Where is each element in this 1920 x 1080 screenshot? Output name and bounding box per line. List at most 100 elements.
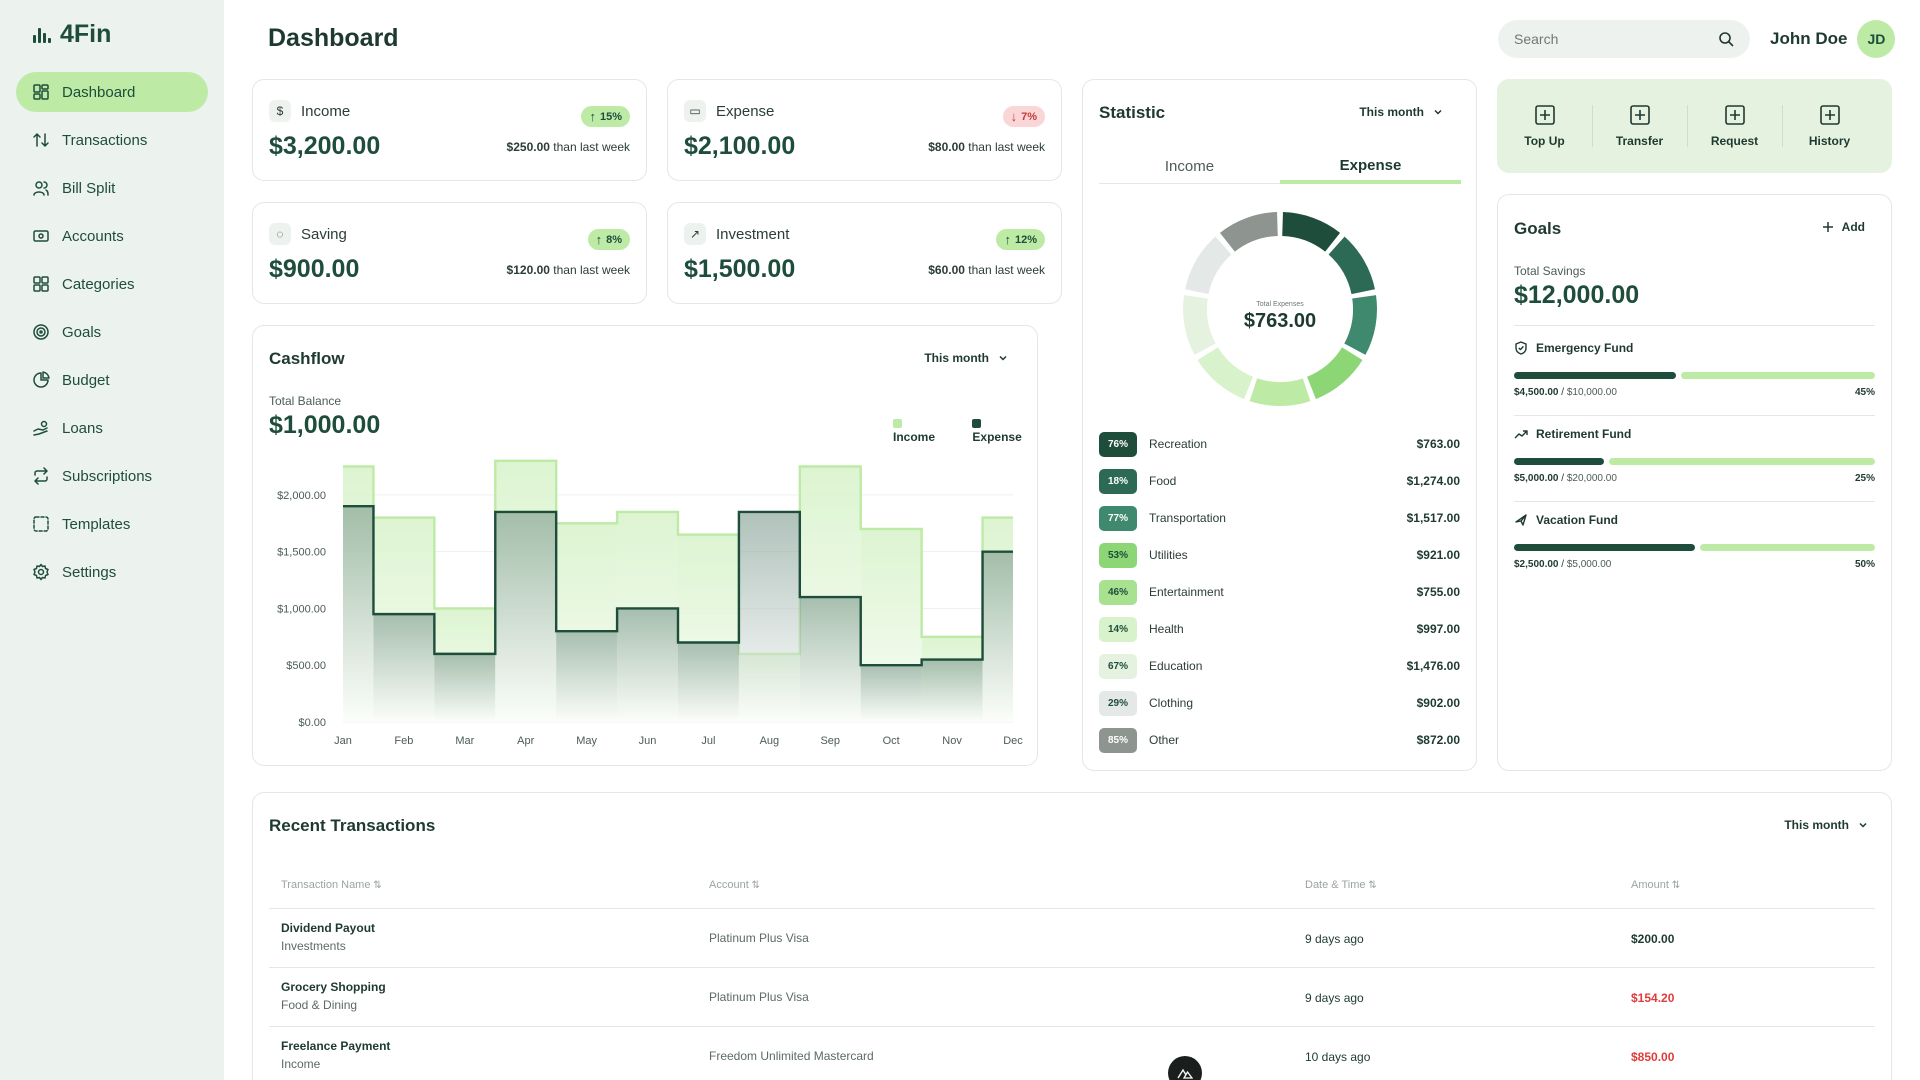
legend-expense[interactable]: Expense xyxy=(972,416,1037,444)
nuxt-logo-icon xyxy=(1177,1068,1193,1079)
donut-segment-transportation[interactable] xyxy=(1344,295,1378,355)
category-row[interactable]: 85% Other $872.00 xyxy=(1099,726,1460,754)
column-header-amount[interactable]: Amount ⇅ xyxy=(1631,879,1680,891)
category-row[interactable]: 46% Entertainment $755.00 xyxy=(1099,578,1460,606)
wallet-icon xyxy=(33,230,49,242)
change-percent: 7% xyxy=(1021,110,1037,123)
category-row[interactable]: 29% Clothing $902.00 xyxy=(1099,689,1460,717)
total-balance-value: $1,000.00 xyxy=(269,411,381,439)
sidebar-item-subscriptions[interactable]: Subscriptions xyxy=(16,456,208,496)
add-goal-label: Add xyxy=(1841,220,1865,234)
legend-income[interactable]: Income xyxy=(893,416,950,444)
sidebar-item-transactions[interactable]: Transactions xyxy=(16,120,208,160)
transactions-icon xyxy=(33,133,49,147)
change-percent: 12% xyxy=(1014,233,1037,246)
sidebar-item-settings[interactable]: Settings xyxy=(16,552,208,592)
transaction-date: 9 days ago xyxy=(1305,991,1364,1005)
table-row[interactable]: Freelance Payment Income Freedom Unlimited… xyxy=(269,1026,1875,1080)
sidebar-item-loans[interactable]: Loans xyxy=(16,408,208,448)
quick-action-label: Top Up xyxy=(1524,134,1565,148)
category-row[interactable]: 14% Health $997.00 xyxy=(1099,615,1460,643)
sort-icon[interactable]: ⇅ xyxy=(748,880,760,891)
sidebar-item-categories[interactable]: Categories xyxy=(16,264,208,304)
search-box[interactable] xyxy=(1498,20,1750,58)
goal-progress-remaining xyxy=(1681,372,1875,379)
user-menu[interactable]: John Doe JD xyxy=(1770,20,1896,58)
sidebar-item-bill-split[interactable]: Bill Split xyxy=(16,168,208,208)
column-header-account[interactable]: Account ⇅ xyxy=(709,879,760,891)
kpi-note: $60.00 than last week xyxy=(928,263,1045,277)
statistic-period-dropdown[interactable]: This month xyxy=(1359,105,1444,119)
goal-percent: 25% xyxy=(1854,473,1875,484)
sort-icon[interactable]: ⇅ xyxy=(1365,880,1377,891)
transactions-period-dropdown[interactable]: This month xyxy=(1784,818,1869,832)
goal-emergency-fund[interactable]: Emergency Fund $4,500.00 / $10,000.00 45% xyxy=(1514,338,1875,424)
donut-segment-entertainment[interactable] xyxy=(1249,378,1311,407)
sidebar-item-label: Dashboard xyxy=(62,83,136,101)
category-name: Transportation xyxy=(1149,511,1226,525)
category-row[interactable]: 76% Recreation $763.00 xyxy=(1099,430,1460,458)
donut-segment-clothing[interactable] xyxy=(1185,236,1232,295)
goal-progress-remaining xyxy=(1609,458,1875,465)
transaction-name: Grocery Shopping xyxy=(281,980,386,994)
cashflow-expense-bar xyxy=(617,608,678,722)
goals-title: Goals xyxy=(1514,219,1562,238)
goal-retirement-fund[interactable]: Retirement Fund $5,000.00 / $20,000.00 25% xyxy=(1514,424,1875,510)
category-name: Clothing xyxy=(1149,696,1194,710)
kpi-note: $250.00 than last week xyxy=(507,140,630,154)
donut-segment-education[interactable] xyxy=(1182,295,1216,355)
category-row[interactable]: 18% Food $1,274.00 xyxy=(1099,467,1460,495)
category-row[interactable]: 77% Transportation $1,517.00 xyxy=(1099,504,1460,532)
add-goal-button[interactable]: Add xyxy=(1822,220,1865,234)
x-tick-label: Oct xyxy=(883,735,900,747)
goal-footer: $5,000.00 / $20,000.00 25% xyxy=(1514,473,1875,484)
donut-segment-recreation[interactable] xyxy=(1282,212,1341,252)
sort-icon[interactable]: ⇅ xyxy=(370,880,382,891)
donut-segment-food[interactable] xyxy=(1328,236,1375,295)
cashflow-income-line xyxy=(343,459,1013,656)
statistic-title: Statistic xyxy=(1099,103,1166,122)
avatar[interactable]: JD xyxy=(1857,20,1896,58)
table-row[interactable]: Dividend Payout Investments Platinum Plus … xyxy=(269,908,1875,967)
donut-segment-other[interactable] xyxy=(1219,212,1278,252)
column-header-date-time[interactable]: Date & Time ⇅ xyxy=(1305,879,1377,891)
transfer-button[interactable]: Transfer xyxy=(1592,79,1687,173)
arrow-up-icon: ↑ xyxy=(595,232,603,247)
quick-action-label: Request xyxy=(1710,134,1759,148)
expense-donut-chart xyxy=(1182,212,1378,407)
kpi-note-text: than last week xyxy=(553,140,630,154)
sidebar-item-budget[interactable]: Budget xyxy=(16,360,208,400)
sidebar-item-goals[interactable]: Goals xyxy=(16,312,208,352)
category-amount: $997.00 xyxy=(1416,622,1460,636)
cashflow-period-dropdown[interactable]: This month xyxy=(924,351,1009,365)
donut-segment-health[interactable] xyxy=(1197,347,1253,400)
request-button[interactable]: Request xyxy=(1687,79,1782,173)
column-header-transaction-name[interactable]: Transaction Name ⇅ xyxy=(281,879,382,891)
goal-progress-fill xyxy=(1514,372,1677,379)
cashflow-period-label: This month xyxy=(924,351,989,365)
kpi-value: $900.00 xyxy=(269,255,360,283)
y-tick-label: $500.00 xyxy=(286,660,326,672)
sort-icon[interactable]: ⇅ xyxy=(1668,880,1681,891)
tab-income[interactable]: Income xyxy=(1164,158,1215,175)
goal-target: $20,000.00 xyxy=(1566,473,1617,484)
sidebar-item-dashboard[interactable]: Dashboard xyxy=(16,72,208,112)
devtools-button[interactable] xyxy=(1168,1056,1202,1080)
category-row[interactable]: 53% Utilities $921.00 xyxy=(1099,541,1460,569)
sidebar-item-templates[interactable]: Templates xyxy=(16,504,208,544)
history-button[interactable]: History xyxy=(1782,79,1877,173)
sidebar-item-accounts[interactable]: Accounts xyxy=(16,216,208,256)
total-savings-value: $12,000.00 xyxy=(1514,281,1640,309)
quick-actions: Top Up Transfer Request History xyxy=(1497,79,1892,173)
search-input[interactable] xyxy=(1514,31,1718,47)
donut-segment-utilities[interactable] xyxy=(1307,347,1363,400)
app-logo[interactable]: 4Fin xyxy=(32,20,111,49)
top-up-button[interactable]: Top Up xyxy=(1497,79,1592,173)
category-row[interactable]: 67% Education $1,476.00 xyxy=(1099,652,1460,680)
sidebar-item-label: Accounts xyxy=(62,227,124,245)
tab-expense[interactable]: Expense xyxy=(1280,152,1461,184)
search-icon[interactable] xyxy=(1718,31,1734,47)
table-row[interactable]: Grocery Shopping Food & Dining Platinum Pl… xyxy=(269,967,1875,1026)
goal-vacation-fund[interactable]: Vacation Fund $2,500.00 / $5,000.00 50% xyxy=(1514,510,1875,596)
category-amount: $1,476.00 xyxy=(1406,659,1460,673)
